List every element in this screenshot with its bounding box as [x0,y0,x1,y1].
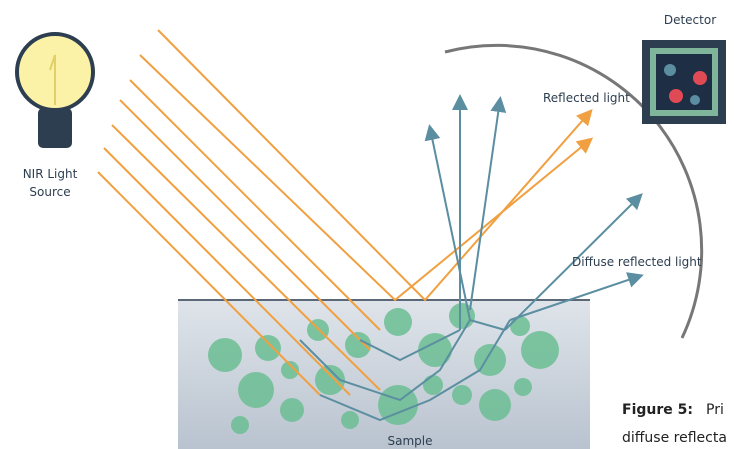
detector-label: Detector [664,13,716,27]
detector [642,40,726,124]
reflected-label: Reflected light [543,91,630,105]
caption-label: Figure 5: [622,402,693,418]
caption-text: Pri [706,402,724,418]
sample-label: Sample [388,434,433,448]
source-label: NIR Light [23,167,78,181]
incident-rays [97,29,594,396]
light-bulb [15,32,95,148]
diffuse-rays [299,94,644,422]
diffuse-label: Diffuse reflected light [572,255,702,269]
source-label: Source [29,185,70,199]
caption-text: diffuse reflecta [622,430,727,446]
